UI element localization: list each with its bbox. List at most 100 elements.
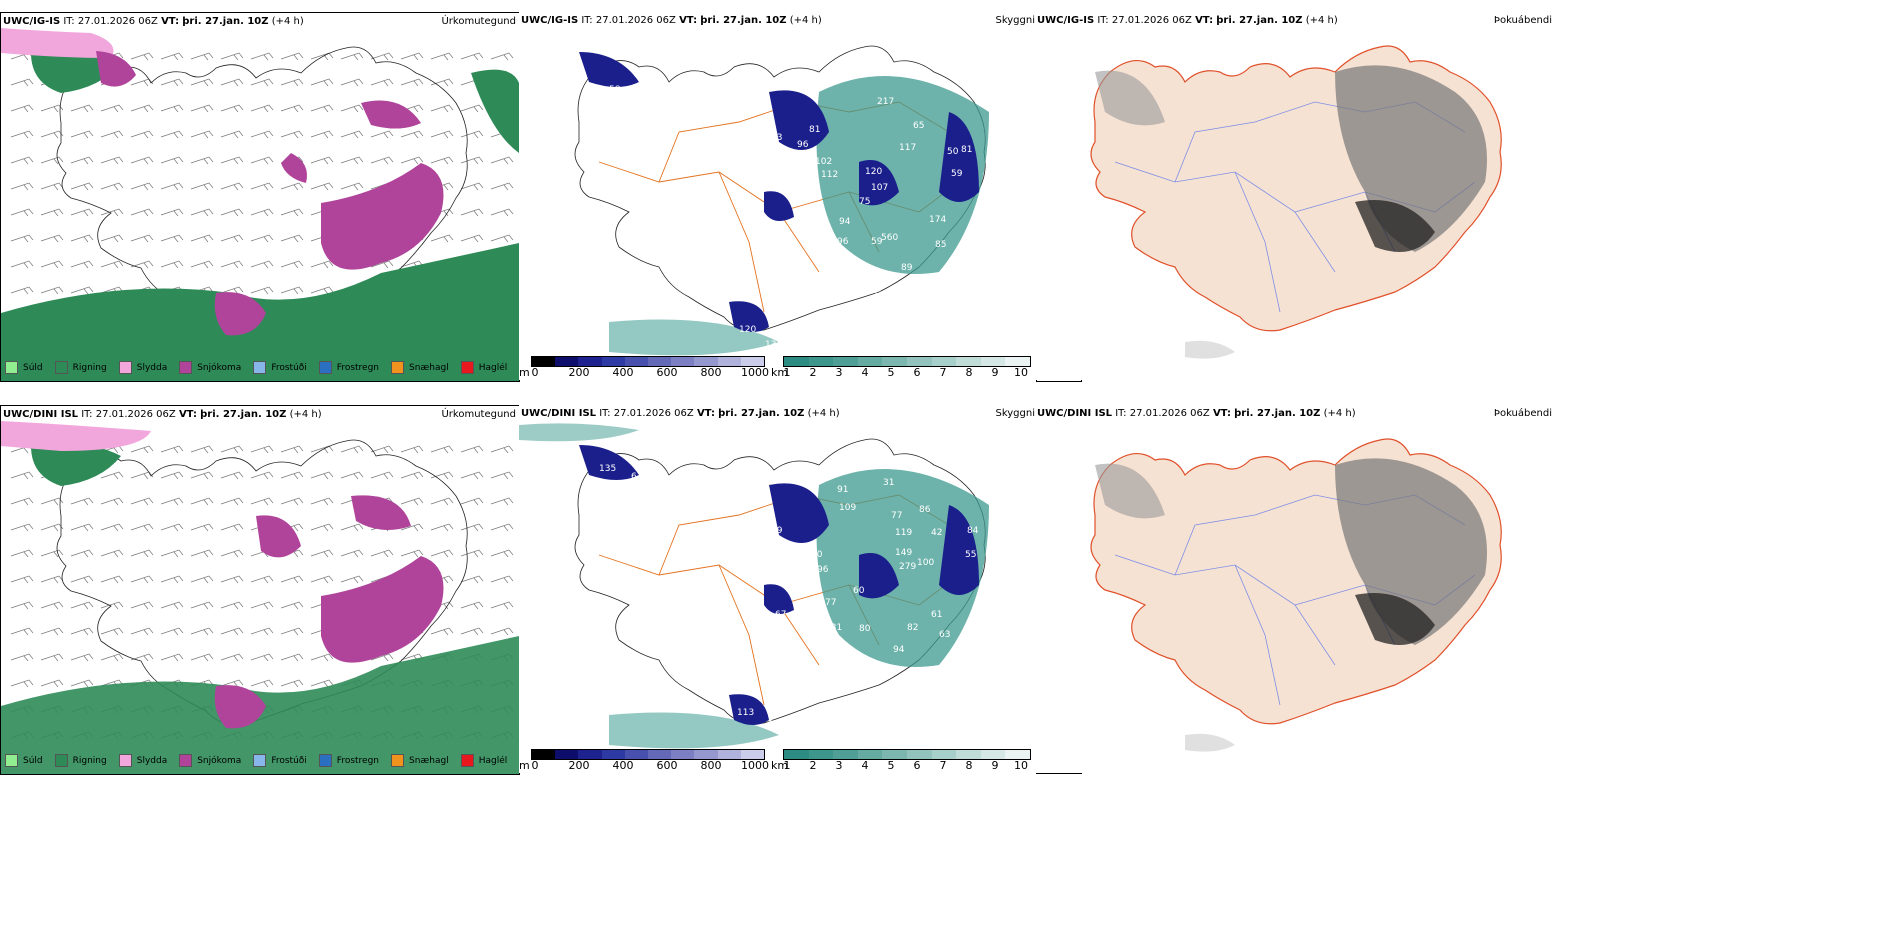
wind-barb <box>130 104 154 113</box>
wind-barb <box>490 445 514 454</box>
wind-barb <box>100 234 124 243</box>
legend-item: Frostúði <box>253 361 307 374</box>
colorbar-tick: 4 <box>861 759 869 772</box>
wind-barb <box>10 627 34 636</box>
visibility-value: 273 <box>863 271 880 281</box>
wind-barb <box>310 156 334 165</box>
wind-barb <box>280 445 304 454</box>
legend-item: Rigning <box>54 754 107 767</box>
visibility-colorbar: km 1 2 3 4 5 6 7 8 9 10 <box>771 356 1035 380</box>
legend-item: Snæhagl <box>391 361 449 374</box>
wind-barb <box>160 523 184 532</box>
wind-barb <box>130 601 154 610</box>
colorbar-tick: 800 <box>700 366 722 379</box>
fog-map-bottom <box>1090 438 1502 752</box>
wind-barb <box>10 575 34 584</box>
visibility-value: 50 <box>947 147 959 157</box>
wind-barb <box>490 627 514 636</box>
visibility-value: 129 <box>873 291 890 301</box>
visibility-value: 279 <box>899 562 916 572</box>
panel-title: UWC/IG-IS IT: 27.01.2026 06Z VT: þri. 27… <box>3 16 304 27</box>
wind-barb <box>400 497 424 506</box>
visibility-value: 863 <box>689 370 706 380</box>
wind-barb <box>190 497 214 506</box>
wind-barb <box>250 653 274 662</box>
wind-barb <box>190 549 214 558</box>
visibility-value: 77 <box>825 598 836 608</box>
wind-barb <box>460 182 484 191</box>
colorbar-tick: 600 <box>656 366 678 379</box>
precip-type-panel-bottom: UWC/DINI ISL IT: 27.01.2026 06Z VT: þri.… <box>0 405 520 775</box>
wind-barb <box>220 208 244 217</box>
visibility-value: 96 <box>817 565 829 575</box>
wind-barb <box>130 130 154 139</box>
legend-item: Súld <box>5 361 43 374</box>
wind-barb <box>220 549 244 558</box>
wind-barb <box>490 208 514 217</box>
wind-barb <box>160 182 184 191</box>
wind-barb <box>40 601 64 610</box>
snow-area <box>361 100 421 129</box>
wind-barb <box>430 523 454 532</box>
visibility-value: 113 <box>737 708 754 718</box>
wind-barb <box>340 156 364 165</box>
legend-swatch <box>5 361 18 374</box>
wind-barb <box>10 130 34 139</box>
colorbar-unit: m <box>519 759 530 772</box>
visibility-value: 42 <box>931 528 942 538</box>
legend-swatch <box>54 754 68 767</box>
wind-barb <box>130 627 154 636</box>
wind-barb <box>310 260 334 269</box>
wind-barb <box>460 471 484 480</box>
panel-label: Skyggni <box>995 15 1035 26</box>
wind-barb <box>160 497 184 506</box>
visibility-value: 84 <box>967 526 979 536</box>
wind-barb <box>220 234 244 243</box>
legend-label: Snæhagl <box>409 362 449 373</box>
wind-barb <box>370 445 394 454</box>
wind-barb <box>340 549 364 558</box>
legend-item: Snjókoma <box>179 361 241 374</box>
wind-barb <box>370 156 394 165</box>
wind-barb <box>130 156 154 165</box>
wind-barb <box>40 549 64 558</box>
wind-barb <box>490 182 514 191</box>
visibility-value: 31 <box>883 478 894 488</box>
wind-barb <box>70 130 94 139</box>
wind-barb <box>460 445 484 454</box>
colorbar-tick: 2 <box>809 366 817 379</box>
visibility-value: 109 <box>839 503 856 513</box>
panel-label: Úrkomutegund <box>441 409 516 420</box>
wind-barb <box>310 523 334 532</box>
wind-barb <box>40 156 64 165</box>
wind-barb <box>310 575 334 584</box>
wind-barb <box>220 182 244 191</box>
visibility-value: 77 <box>891 511 902 521</box>
wind-barb <box>160 130 184 139</box>
wind-barb <box>250 575 274 584</box>
visibility-value: 120 <box>739 325 756 335</box>
wind-barb <box>340 104 364 113</box>
wind-barb <box>280 627 304 636</box>
visibility-value: 60 <box>853 586 865 596</box>
snow-area <box>281 153 307 183</box>
wind-barb <box>10 471 34 480</box>
colorbar-tick: 0 <box>531 759 539 772</box>
wind-barb <box>70 156 94 165</box>
wind-barb <box>160 549 184 558</box>
visibility-value: 81 <box>961 145 972 155</box>
wind-barb <box>340 445 364 454</box>
colorbar-tick: 1000 <box>741 759 769 772</box>
legend-swatch <box>179 361 193 374</box>
wind-barb <box>100 260 124 269</box>
legend-label: Súld <box>23 362 43 373</box>
colorbar-tick: 200 <box>568 759 590 772</box>
snow-area <box>96 51 136 87</box>
wind-barb <box>190 156 214 165</box>
legend-item: Snjókoma <box>179 754 241 767</box>
wind-barb <box>160 208 184 217</box>
wind-barb <box>430 104 454 113</box>
panel-title: UWC/DINI ISL IT: 27.01.2026 06Z VT: þri.… <box>521 408 840 419</box>
wind-barb <box>160 260 184 269</box>
wind-barb <box>460 52 484 61</box>
